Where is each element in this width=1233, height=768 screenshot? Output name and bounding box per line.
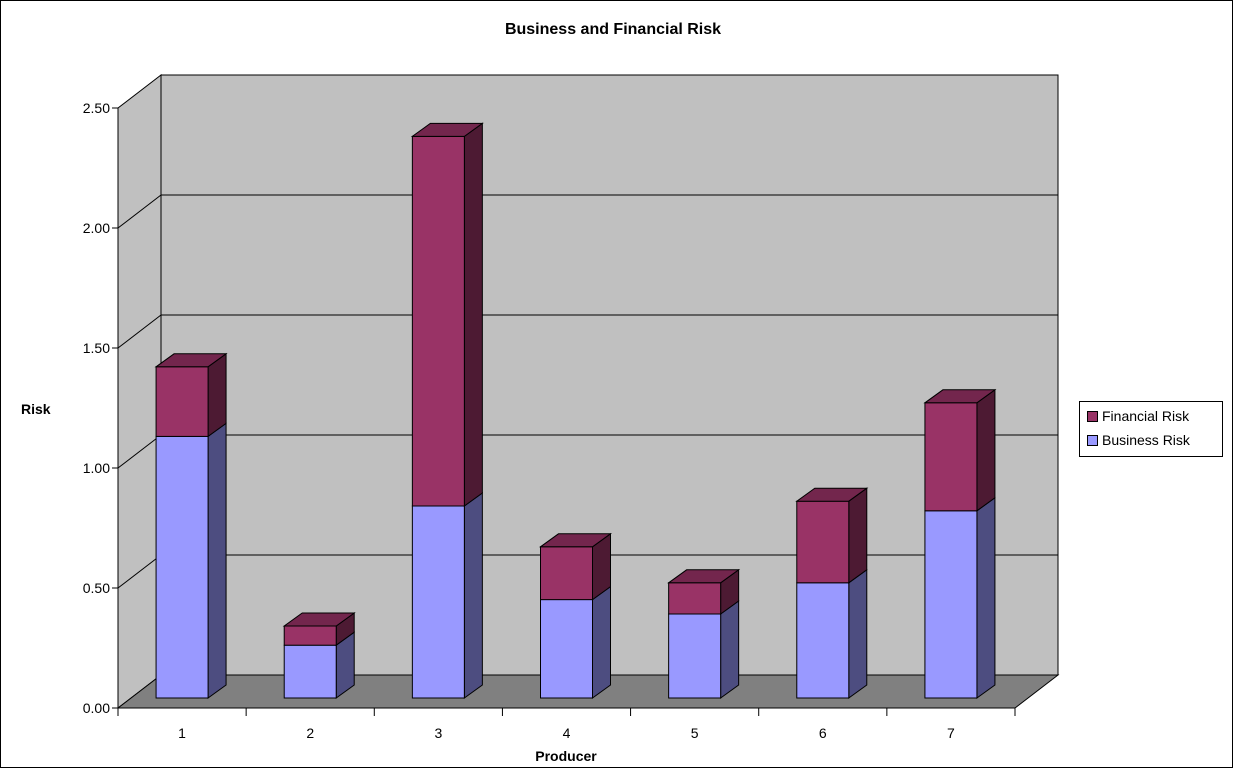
legend: Financial Risk Business Risk xyxy=(1079,401,1223,457)
legend-swatch-business-risk xyxy=(1087,434,1098,446)
bar-top-financial-risk-2 xyxy=(282,612,356,627)
bar-top-financial-risk-3 xyxy=(410,122,484,137)
bar-business-risk-2 xyxy=(283,644,337,699)
x-tick-label: 2 xyxy=(306,725,314,741)
bar-financial-risk-7 xyxy=(924,402,978,512)
bar-side-business-risk-6 xyxy=(848,568,868,699)
bar-side-financial-risk-3 xyxy=(463,122,483,507)
y-tick-label: 1.50 xyxy=(83,340,110,356)
legend-item-business-risk: Business Risk xyxy=(1087,430,1190,450)
bar-top-financial-risk-4 xyxy=(538,533,613,548)
legend-label-financial-risk: Financial Risk xyxy=(1102,408,1190,424)
bar-top-financial-risk-1 xyxy=(154,353,228,368)
bar-financial-risk-4 xyxy=(540,546,593,601)
side-wall xyxy=(117,73,162,710)
bar-business-risk-7 xyxy=(924,510,978,699)
x-axis-label: Producer xyxy=(535,748,597,764)
y-tick-label: 0.50 xyxy=(83,580,110,596)
bar-side-business-risk-3 xyxy=(463,492,483,699)
legend-label-business-risk: Business Risk xyxy=(1102,432,1190,448)
bar-top-financial-risk-6 xyxy=(795,487,869,502)
legend-item-financial-risk: Financial Risk xyxy=(1087,406,1189,426)
x-tick-label: 3 xyxy=(434,725,442,741)
legend-swatch-financial-risk xyxy=(1087,410,1098,422)
bar-business-risk-6 xyxy=(796,582,850,699)
bar-side-business-risk-4 xyxy=(592,585,611,699)
x-tick-label: 7 xyxy=(947,725,955,741)
x-tick-label: 1 xyxy=(178,725,186,741)
bar-top-financial-risk-5 xyxy=(667,569,741,584)
x-tick-label: 4 xyxy=(563,725,571,741)
bar-financial-risk-5 xyxy=(668,582,722,615)
chart-title: Business and Financial Risk xyxy=(505,21,721,38)
x-tick-label: 6 xyxy=(819,725,827,741)
bar-business-risk-4 xyxy=(540,599,593,699)
bar-financial-risk-2 xyxy=(283,625,337,646)
bar-business-risk-3 xyxy=(411,505,465,699)
bar-side-business-risk-7 xyxy=(976,496,996,699)
bar-financial-risk-1 xyxy=(155,366,209,437)
x-tick-label: 5 xyxy=(691,725,699,741)
gridline-side xyxy=(117,194,162,229)
gridline-side xyxy=(117,434,162,469)
y-tick-label: 0.00 xyxy=(83,700,110,716)
bar-business-risk-5 xyxy=(668,613,722,699)
bar-side-financial-risk-6 xyxy=(848,487,868,584)
bar-side-financial-risk-7 xyxy=(976,388,996,512)
y-tick-label: 2.00 xyxy=(83,220,110,236)
bar-side-business-risk-5 xyxy=(720,600,740,699)
gridline-side xyxy=(117,314,162,349)
y-tick-label: 1.00 xyxy=(83,460,110,476)
y-axis-label: Risk xyxy=(21,401,51,417)
gridline-side xyxy=(117,554,162,589)
bar-top-financial-risk-7 xyxy=(923,389,997,404)
bar-side-business-risk-1 xyxy=(207,422,227,699)
y-tick-label: 2.50 xyxy=(83,100,110,116)
bar-financial-risk-3 xyxy=(411,135,465,507)
bar-side-financial-risk-1 xyxy=(207,352,227,438)
bar-business-risk-1 xyxy=(155,435,209,699)
bar-financial-risk-6 xyxy=(796,500,850,584)
